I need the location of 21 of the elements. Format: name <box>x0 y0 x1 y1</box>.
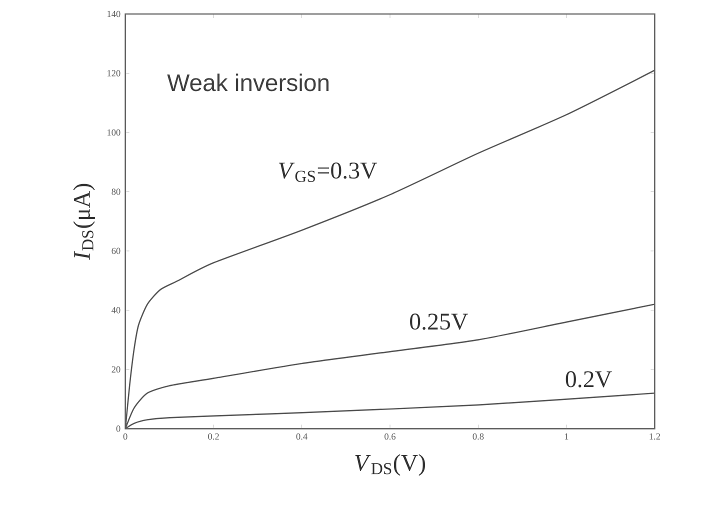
x-tick-label: 0.6 <box>384 433 396 440</box>
y-tick-label: 20 <box>112 366 120 373</box>
y-tick-label: 120 <box>108 70 120 76</box>
y-tick-label: 80 <box>112 188 120 195</box>
y-tick-label: 0 <box>116 426 120 432</box>
annotation: Weak inversion <box>167 74 329 92</box>
x-tick-label: 0.8 <box>472 433 484 440</box>
annotation: 0.25V <box>410 314 468 330</box>
y-tick-label: 140 <box>108 10 120 18</box>
x-tick-label: 1.2 <box>650 433 660 440</box>
y-tick-label: 40 <box>112 307 120 314</box>
y-tick-label: 60 <box>112 248 120 254</box>
y-tick-label: 100 <box>108 129 120 136</box>
annotation: V$_{GS}$=0.3V <box>278 162 378 182</box>
x-axis-title: V$_{DS}$(V) <box>355 454 426 476</box>
x-tick-label: 1 <box>564 433 568 440</box>
x-tick-label: 0.2 <box>208 433 219 440</box>
x-tick-label: 0 <box>123 433 128 440</box>
y-axis-title: I$_{DS}$(μA) <box>73 184 95 260</box>
annotation: 0.2V <box>566 371 612 388</box>
x-tick-label: 0.4 <box>296 433 308 440</box>
